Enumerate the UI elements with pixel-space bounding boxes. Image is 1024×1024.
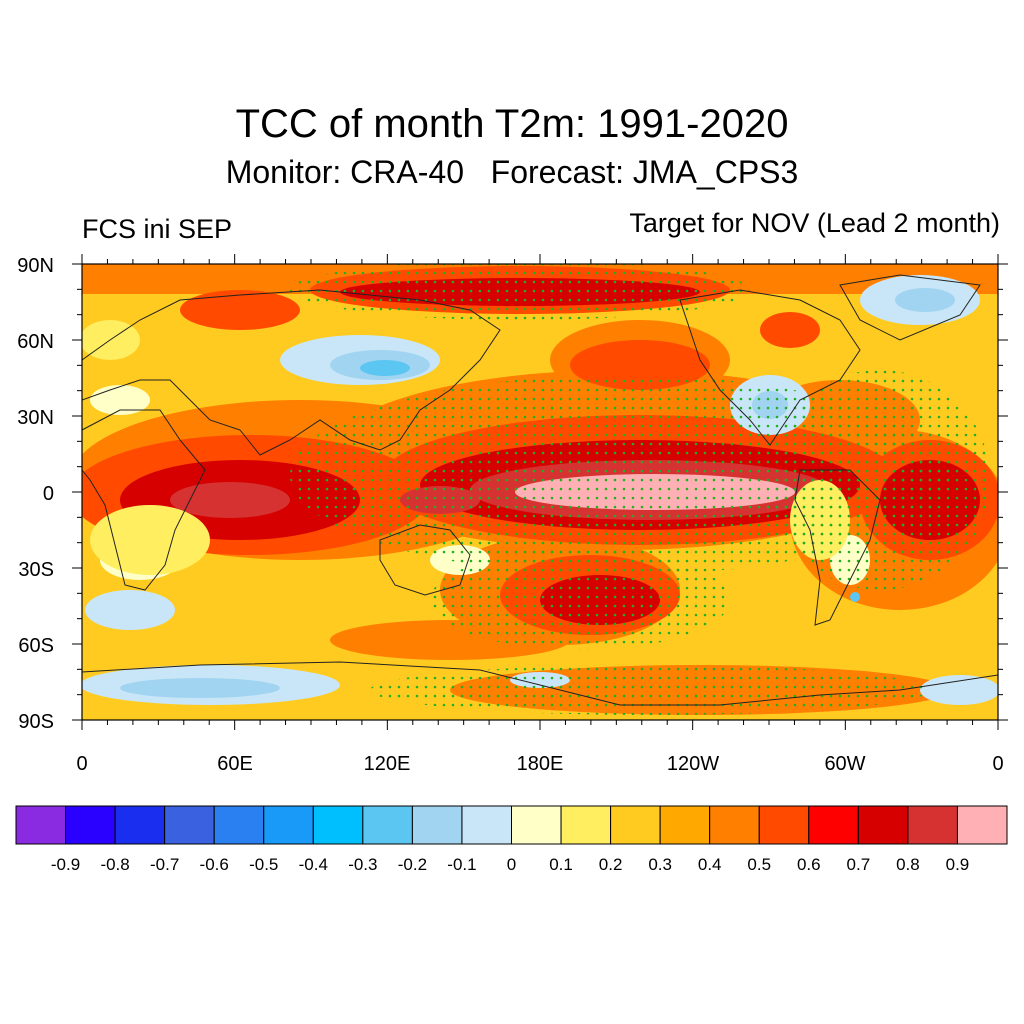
lon-label: 120W: [667, 753, 719, 775]
lon-label: 0: [992, 753, 1003, 775]
colorbar-label: 0.1: [549, 855, 573, 874]
lon-label: 60W: [824, 753, 865, 775]
axis-ticks: [72, 254, 1008, 730]
colorbar-swatch: [610, 805, 661, 845]
colorbar-swatch: [907, 805, 958, 845]
lon-label: 0: [76, 753, 87, 775]
colorbar-label: 0.6: [797, 855, 821, 874]
colorbar-label: 0: [507, 855, 516, 874]
lat-label: 60S: [18, 635, 54, 657]
colorbar-swatch: [709, 805, 760, 845]
colorbar-label: -0.1: [447, 855, 476, 874]
colorbar-label: 0.5: [747, 855, 771, 874]
colorbar-swatch: [263, 805, 314, 845]
lon-label: 180E: [517, 753, 564, 775]
colorbar-swatch: [857, 805, 909, 845]
colorbar-label: -0.8: [100, 855, 129, 874]
lat-label: 30S: [18, 559, 54, 581]
longitude-labels: 0 60E 120E 180E 120W 60W 0: [76, 753, 1003, 775]
colorbar-label: -0.9: [51, 855, 80, 874]
colorbar-swatch: [213, 805, 265, 845]
colorbar-label: 0.3: [648, 855, 672, 874]
colorbar-swatch: [164, 805, 215, 845]
colorbar-swatch: [560, 805, 612, 845]
colorbar-swatch: [411, 805, 463, 845]
lat-label: 30N: [17, 407, 54, 429]
colorbar-swatch: [362, 805, 413, 845]
colorbar-label: -0.2: [398, 855, 427, 874]
colorbar-swatch: [956, 805, 1008, 845]
map-field: [82, 264, 998, 720]
colorbar-label: -0.3: [348, 855, 377, 874]
lat-label: 90S: [18, 711, 54, 733]
colorbar-swatch: [15, 805, 67, 845]
colorbar-swatch: [461, 805, 513, 845]
colorbar-swatch: [511, 805, 562, 845]
colorbar: -0.9 -0.8 -0.7 -0.6 -0.5 -0.4 -0.3 -0.2 -0.1 0 0.1…: [15, 805, 1008, 874]
colorbar-swatch: [758, 805, 810, 845]
colorbar-label: -0.4: [299, 855, 328, 874]
map-subtitle: Monitor: CRA-40 Forecast: JMA_CPS3: [225, 154, 799, 190]
init-label: FCS ini SEP: [82, 214, 233, 244]
lat-label: 90N: [17, 255, 54, 277]
lon-label: 60E: [217, 753, 253, 775]
colorbar-label: 0.9: [946, 855, 970, 874]
colorbar-swatch: [312, 805, 364, 845]
colorbar-label: -0.7: [150, 855, 179, 874]
lon-label: 120E: [364, 753, 411, 775]
colorbar-swatch: [65, 805, 116, 845]
lat-label: 0: [43, 483, 54, 505]
colorbar-label: 0.2: [599, 855, 623, 874]
coastlines: [82, 274, 998, 706]
colorbar-label: 0.8: [896, 855, 920, 874]
colorbar-label: -0.5: [249, 855, 278, 874]
colorbar-swatch: [659, 805, 711, 845]
colorbar-label: -0.6: [200, 855, 229, 874]
colorbar-label: 0.4: [698, 855, 722, 874]
colorbar-swatch: [114, 805, 166, 845]
colorbar-label: 0.7: [847, 855, 871, 874]
map-title: TCC of month T2m: 1991-2020: [235, 102, 789, 146]
target-label: Target for NOV (Lead 2 month): [629, 208, 1000, 238]
latitude-labels: 90N 60N 30N 0 30S 60S 90S: [17, 255, 54, 733]
colorbar-swatch: [808, 805, 859, 845]
lat-label: 60N: [17, 331, 54, 353]
